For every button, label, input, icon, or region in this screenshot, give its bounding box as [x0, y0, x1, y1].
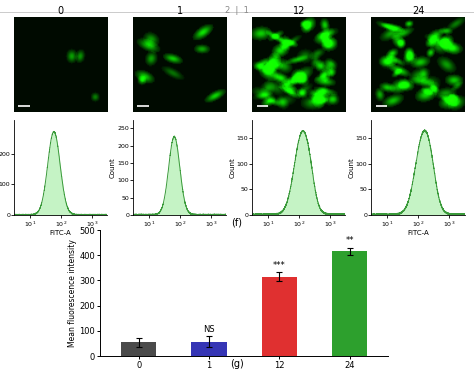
Bar	[332, 252, 367, 356]
Y-axis label: Count: Count	[110, 157, 116, 178]
Bar	[262, 277, 297, 356]
Text: **: **	[345, 236, 354, 245]
X-axis label: FITC-A: FITC-A	[288, 230, 310, 236]
Text: (f): (f)	[231, 217, 243, 227]
X-axis label: FITC-A: FITC-A	[50, 230, 72, 236]
Text: 2  |  1: 2 | 1	[225, 6, 249, 14]
Y-axis label: Mean fluorescence intensity: Mean fluorescence intensity	[67, 239, 76, 347]
Title: 12: 12	[293, 6, 305, 16]
Title: 1: 1	[177, 6, 183, 16]
Bar	[191, 342, 227, 356]
Text: NS: NS	[203, 325, 215, 334]
Title: 24: 24	[412, 6, 424, 16]
Y-axis label: Count: Count	[348, 157, 354, 178]
Text: ***: ***	[273, 261, 286, 270]
X-axis label: FITC-A: FITC-A	[169, 230, 191, 236]
X-axis label: FITC-A: FITC-A	[407, 230, 429, 236]
Bar	[121, 342, 156, 356]
Title: 0: 0	[58, 6, 64, 16]
Y-axis label: Count: Count	[229, 157, 235, 178]
Text: (g): (g)	[230, 359, 244, 369]
